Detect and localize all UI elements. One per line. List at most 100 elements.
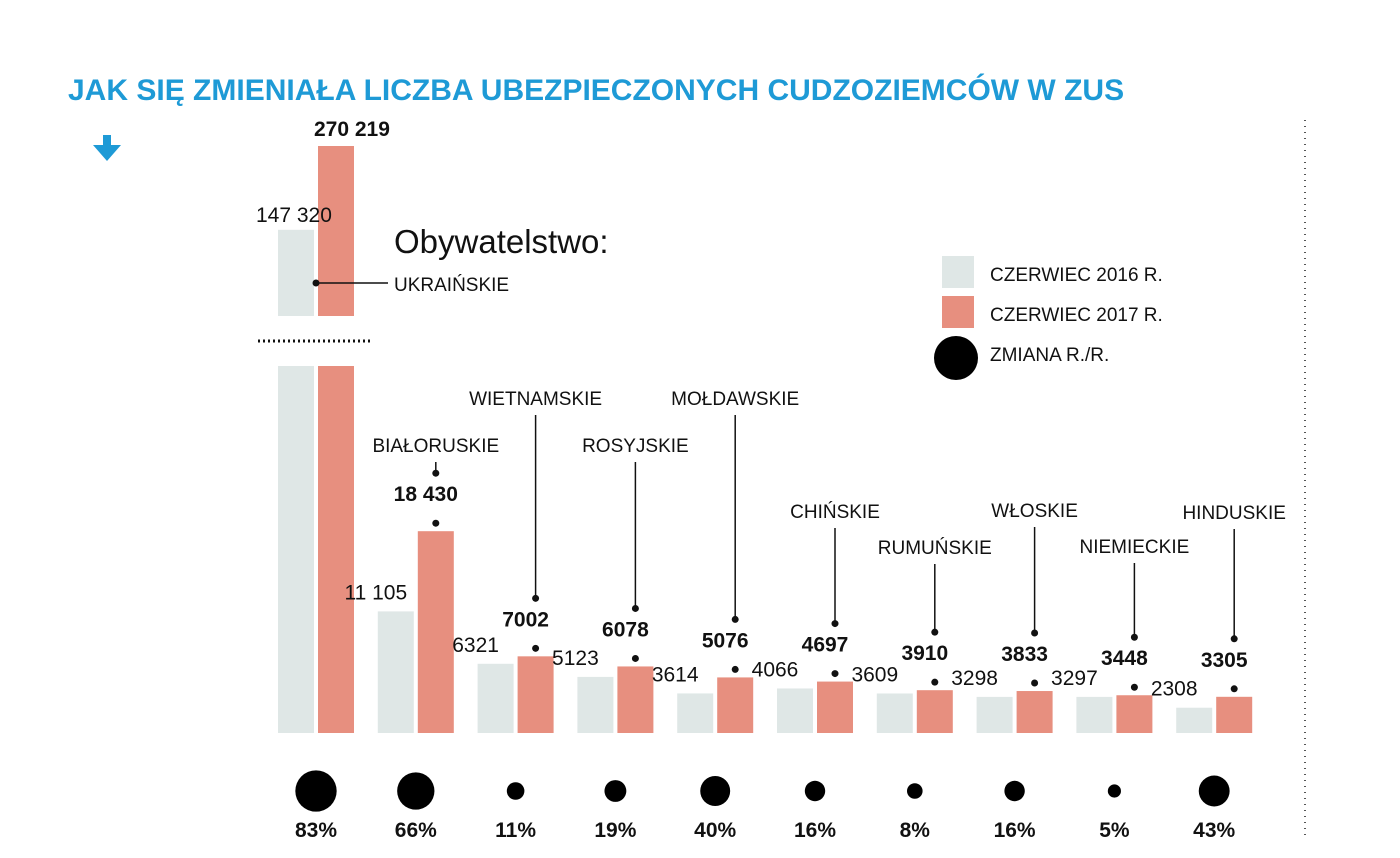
change-circle	[1004, 780, 1025, 802]
category-label: MOŁDAWSKIE	[671, 389, 799, 410]
value-2016-label: 3614	[652, 663, 699, 686]
bar-2017	[1116, 695, 1153, 733]
change-label: 16%	[794, 819, 836, 842]
value-2016-label: 2308	[1151, 678, 1198, 701]
legend-label: ZMIANA R./R.	[990, 345, 1109, 366]
bar-2017-ukrainskie-upper	[318, 146, 354, 316]
category-label: UKRAIŃSKIE	[394, 275, 509, 296]
leader-dot	[532, 594, 540, 602]
legend-label: CZERWIEC 2017 R.	[990, 305, 1163, 326]
category-label: WŁOSKIE	[991, 501, 1078, 522]
bar-2017	[817, 681, 853, 733]
bar-2016	[976, 696, 1013, 733]
leader-dot	[432, 469, 440, 477]
value-2017-label: 3910	[901, 642, 948, 665]
change-label: 40%	[694, 819, 736, 842]
leader-dot	[931, 628, 939, 636]
bar-2017	[517, 656, 554, 733]
leader-dot	[1230, 685, 1238, 693]
change-circle	[604, 780, 627, 802]
leader-dot	[1230, 635, 1238, 643]
change-circle	[506, 782, 525, 800]
chart-title: JAK SIĘ ZMIENIAŁA LICZBA UBEZPIECZONYCH …	[68, 73, 1124, 107]
category-label: ROSYJSKIE	[582, 436, 689, 457]
bar-2016-ukrainskie-lower	[278, 366, 314, 733]
down-arrow-icon	[93, 135, 121, 161]
legend: CZERWIEC 2016 R. CZERWIEC 2017 R. ZMIANA R…	[934, 256, 1163, 380]
change-label: 19%	[594, 819, 636, 842]
category-label: CHIŃSKIE	[790, 502, 880, 523]
bar-2016	[777, 688, 813, 733]
value-2016-label: 3297	[1051, 667, 1098, 690]
bar-2017-ukrainskie-lower	[318, 366, 354, 733]
bar-2017	[1016, 691, 1053, 733]
value-2017-label: 3833	[1001, 643, 1048, 666]
value-2016-label: 3609	[851, 663, 898, 686]
bar-2016	[677, 693, 714, 733]
leader-dot	[532, 644, 540, 652]
value-2017-label: 270 219	[314, 118, 390, 141]
leader-dot	[731, 615, 739, 623]
category-label: BIAŁORUSKIE	[372, 436, 499, 457]
leader-dot	[1031, 679, 1039, 687]
value-2017-label: 4697	[802, 634, 849, 657]
bar-2016	[876, 693, 913, 733]
leader-dot	[831, 620, 839, 628]
chart-marks: 147 320 270 219 UKRAIŃSKIE 83% 11 105 18 430 B…	[256, 118, 1286, 842]
category-label: WIETNAMSKIE	[469, 389, 602, 410]
change-circle	[1198, 775, 1230, 807]
chart-subtitle: Obywatelstwo:	[394, 223, 609, 260]
value-2017-label: 6078	[602, 618, 649, 641]
legend-swatch	[934, 336, 978, 380]
legend-swatch	[942, 296, 974, 328]
leader-dot	[631, 654, 639, 662]
bar-2017	[1216, 696, 1253, 733]
change-label: 66%	[395, 819, 437, 842]
bar-2017	[717, 677, 754, 733]
leader-dot	[831, 670, 839, 678]
leader-dot	[631, 604, 639, 612]
bar-2016	[477, 663, 514, 733]
leader-dot	[1130, 633, 1138, 641]
legend-label: CZERWIEC 2016 R.	[990, 265, 1163, 286]
bar-2016	[1176, 707, 1213, 733]
category-label: HINDUSKIE	[1182, 503, 1285, 524]
value-2017-label: 18 430	[394, 483, 458, 506]
change-label: 11%	[495, 819, 536, 842]
change-circle	[397, 772, 435, 810]
bar-2017	[617, 666, 654, 733]
change-label: 5%	[1099, 819, 1130, 842]
change-circle	[804, 780, 826, 802]
value-2017-label: 5076	[702, 629, 749, 652]
change-label: 16%	[994, 819, 1036, 842]
change-label: 43%	[1193, 819, 1235, 842]
bar-2016-ukrainskie-upper	[278, 229, 314, 316]
value-2016-label: 11 105	[344, 581, 407, 604]
change-circle	[295, 770, 337, 812]
change-label: 8%	[900, 819, 931, 842]
value-2017-label: 7002	[502, 608, 549, 631]
leader-dot	[432, 519, 440, 527]
category-label: NIEMIECKIE	[1079, 537, 1189, 558]
legend-swatch	[942, 256, 974, 288]
change-circle	[700, 776, 731, 806]
bar-2016	[1076, 696, 1113, 733]
value-2016-label: 3298	[951, 667, 998, 690]
value-2016-label: 5123	[552, 647, 599, 670]
value-2017-label: 3305	[1201, 649, 1248, 672]
category-label: RUMUŃSKIE	[878, 538, 992, 559]
leader-dot	[731, 665, 739, 673]
leader-dot	[1130, 683, 1138, 691]
value-2017-label: 3448	[1101, 647, 1148, 670]
change-label: 83%	[295, 819, 337, 842]
bar-2017	[417, 531, 454, 733]
bar-2016	[377, 611, 414, 733]
value-2016-label: 6321	[452, 634, 499, 657]
value-2016-label: 147 320	[256, 204, 332, 227]
change-circle	[1107, 784, 1121, 798]
bar-2016	[577, 676, 614, 733]
change-circle	[907, 783, 923, 799]
leader-dot	[1031, 629, 1039, 637]
value-2016-label: 4066	[752, 658, 799, 681]
